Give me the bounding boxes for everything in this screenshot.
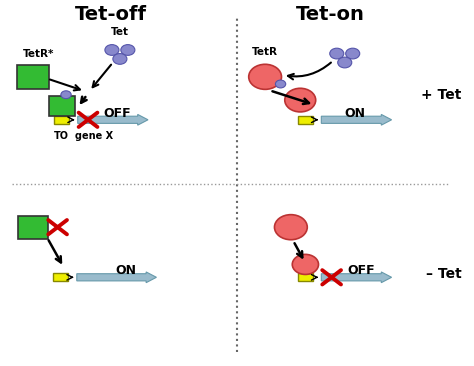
Text: OFF: OFF <box>103 107 131 120</box>
Text: gene X: gene X <box>75 131 113 141</box>
Circle shape <box>275 80 286 88</box>
Bar <box>298 273 313 281</box>
Text: – Tet: – Tet <box>426 267 462 281</box>
Bar <box>54 273 68 281</box>
Circle shape <box>330 48 344 59</box>
FancyArrow shape <box>77 272 156 283</box>
Text: TO: TO <box>55 131 69 141</box>
Text: Tet-off: Tet-off <box>74 5 146 24</box>
FancyArrow shape <box>78 115 148 125</box>
Circle shape <box>249 64 282 89</box>
Text: Tet-on: Tet-on <box>296 5 365 24</box>
Text: TetR*: TetR* <box>22 49 54 59</box>
Circle shape <box>292 254 319 274</box>
Bar <box>55 116 69 124</box>
Text: TetR: TetR <box>252 47 278 57</box>
Circle shape <box>105 45 119 55</box>
Text: + Tet: + Tet <box>421 88 462 102</box>
Circle shape <box>113 53 127 64</box>
Text: ON: ON <box>345 107 366 120</box>
FancyArrow shape <box>321 115 392 125</box>
FancyBboxPatch shape <box>18 216 48 239</box>
Circle shape <box>61 91 71 99</box>
FancyBboxPatch shape <box>17 65 49 89</box>
Circle shape <box>285 88 316 112</box>
Circle shape <box>274 214 307 240</box>
Text: Tet: Tet <box>111 27 129 37</box>
Text: OFF: OFF <box>347 264 375 277</box>
FancyBboxPatch shape <box>49 96 75 116</box>
Circle shape <box>121 45 135 55</box>
Bar <box>298 116 313 124</box>
FancyArrow shape <box>321 272 392 283</box>
Circle shape <box>337 57 352 68</box>
Circle shape <box>346 48 360 59</box>
Text: ON: ON <box>115 264 136 277</box>
